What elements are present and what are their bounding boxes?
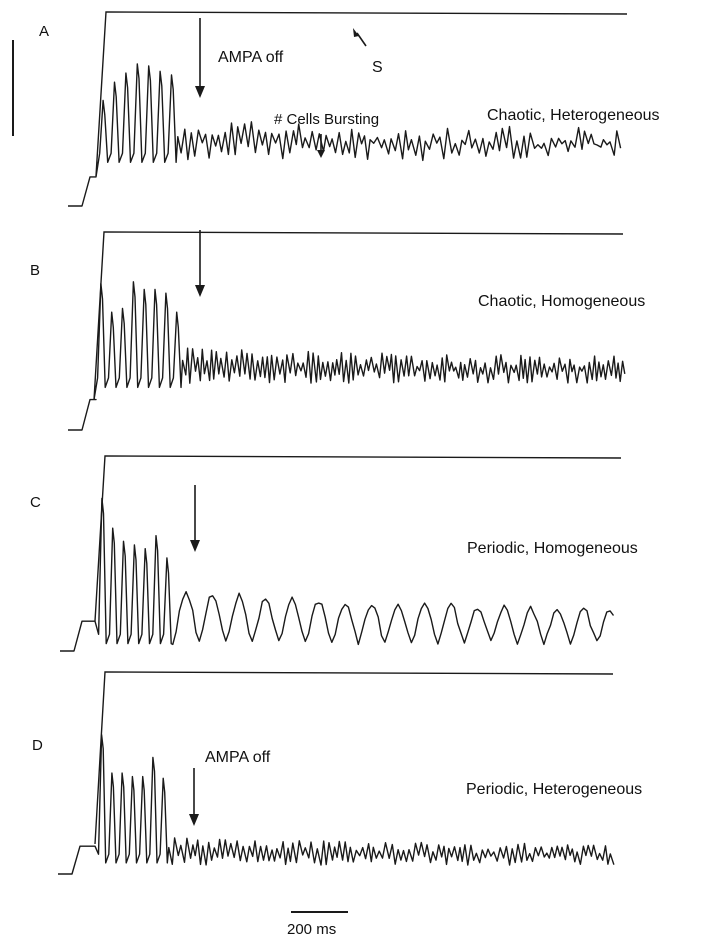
- s-trace-a: [95, 11, 628, 177]
- activity-trace-d: [58, 734, 615, 875]
- s-trace-d: [94, 671, 614, 845]
- activity-trace-a: [68, 63, 622, 207]
- panel-label-c: Periodic, Homogeneous: [467, 540, 638, 557]
- s-label: S: [372, 59, 383, 76]
- traces-layer: [58, 11, 628, 875]
- ampa-off-arrow-c: [190, 485, 200, 552]
- ampa-off-label-d: AMPA off: [205, 749, 271, 766]
- ampa-off-arrow-b: [195, 230, 205, 297]
- ampa-off-label-a: AMPA off: [218, 49, 284, 66]
- s-trace-b: [93, 231, 624, 401]
- panel-label-b: Chaotic, Homogeneous: [478, 293, 645, 310]
- panel-letter-a: A: [39, 23, 49, 40]
- cells-bursting-label: # Cells Bursting: [274, 111, 379, 128]
- ampa-off-arrow-d: [189, 768, 199, 826]
- activity-trace-b: [68, 281, 626, 431]
- activity-trace-c: [60, 497, 615, 652]
- panel-letter-b: B: [30, 262, 40, 279]
- panel-label-a: Chaotic, Heterogeneous: [487, 107, 660, 124]
- panel-letter-c: C: [30, 494, 41, 511]
- time-scale-label: 200 ms: [287, 921, 336, 938]
- s-pointer-arrow: [353, 28, 367, 47]
- ampa-off-arrow-a: [195, 18, 205, 98]
- panel-label-d: Periodic, Heterogeneous: [466, 781, 642, 798]
- panel-letter-d: D: [32, 737, 43, 754]
- s-trace-c: [94, 455, 622, 622]
